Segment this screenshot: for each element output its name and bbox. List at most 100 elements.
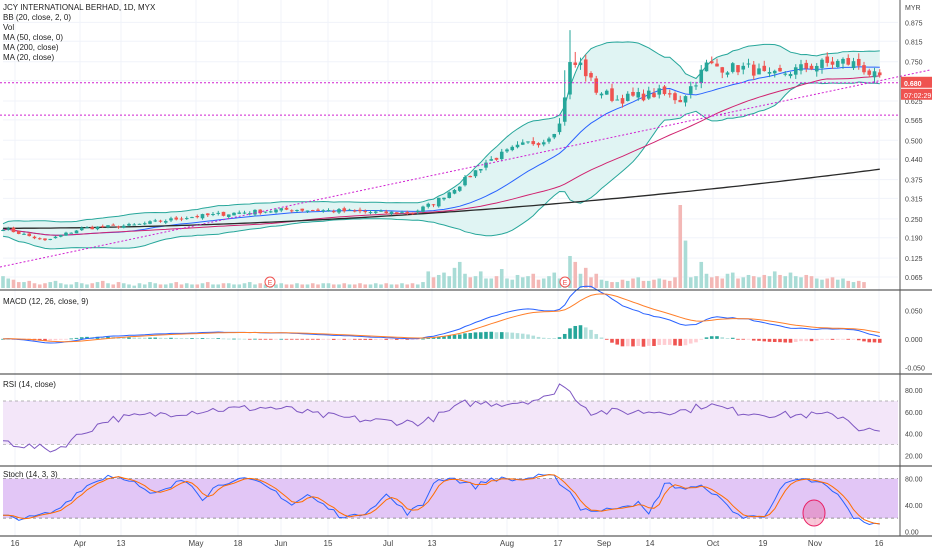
candle[interactable] <box>268 211 273 213</box>
candle[interactable] <box>247 213 252 215</box>
candle[interactable] <box>116 226 121 228</box>
candle[interactable] <box>767 72 772 74</box>
candle[interactable] <box>300 208 305 211</box>
candle[interactable] <box>106 225 110 228</box>
candle[interactable] <box>725 72 730 75</box>
candle[interactable] <box>631 91 635 96</box>
candle[interactable] <box>205 213 210 216</box>
candle[interactable] <box>846 58 851 65</box>
candle[interactable] <box>394 212 399 214</box>
candle[interactable] <box>494 157 499 160</box>
candle[interactable] <box>867 70 872 75</box>
candle[interactable] <box>368 212 373 214</box>
candle[interactable] <box>531 141 536 145</box>
candle[interactable] <box>158 220 163 222</box>
stoch-legend[interactable]: Stoch (14, 3, 3) <box>3 470 58 479</box>
rsi-pane[interactable] <box>2 383 898 453</box>
candle[interactable] <box>163 221 168 223</box>
candle[interactable] <box>751 64 756 76</box>
candle[interactable] <box>489 159 494 161</box>
candle[interactable] <box>694 85 698 87</box>
candle[interactable] <box>153 220 158 222</box>
candle[interactable] <box>862 65 866 73</box>
candle[interactable] <box>599 93 604 96</box>
legend-bb[interactable]: BB (20, close, 2, 0) <box>3 13 72 22</box>
candle[interactable] <box>32 236 37 239</box>
earnings-marker[interactable] <box>264 276 276 288</box>
candle[interactable] <box>421 206 425 212</box>
candle[interactable] <box>148 221 152 224</box>
candle[interactable] <box>657 88 662 95</box>
candle[interactable] <box>872 71 877 78</box>
candle[interactable] <box>683 96 688 103</box>
candle[interactable] <box>363 211 368 213</box>
candle[interactable] <box>69 232 74 234</box>
candle[interactable] <box>610 88 614 101</box>
candle[interactable] <box>662 86 667 95</box>
candle[interactable] <box>484 162 488 168</box>
candle[interactable] <box>284 207 289 210</box>
candle[interactable] <box>510 146 515 151</box>
candle[interactable] <box>132 224 137 226</box>
candle[interactable] <box>704 62 709 72</box>
candle[interactable] <box>452 189 457 194</box>
candle[interactable] <box>589 73 593 78</box>
rsi-line[interactable] <box>2 383 880 453</box>
candle[interactable] <box>127 223 131 226</box>
ma200-line[interactable] <box>3 168 880 229</box>
candle[interactable] <box>326 210 331 212</box>
candle[interactable] <box>678 99 683 103</box>
candle[interactable] <box>216 212 221 214</box>
candle[interactable] <box>316 209 320 211</box>
ma50-line[interactable] <box>2 75 880 236</box>
candle[interactable] <box>1 230 5 232</box>
candle[interactable] <box>557 123 562 133</box>
candle[interactable] <box>583 59 588 77</box>
candle[interactable] <box>384 211 389 214</box>
candle[interactable] <box>814 65 819 72</box>
candle[interactable] <box>400 212 404 214</box>
candle[interactable] <box>788 73 793 77</box>
candle[interactable] <box>6 228 11 230</box>
candle[interactable] <box>226 214 231 217</box>
candle[interactable] <box>499 151 504 160</box>
candle[interactable] <box>358 209 362 212</box>
legend-ma200[interactable]: MA (200, close) <box>3 43 59 52</box>
candle[interactable] <box>11 227 16 233</box>
candle[interactable] <box>526 141 530 143</box>
candle[interactable] <box>321 210 326 212</box>
candle[interactable] <box>190 217 194 219</box>
candle[interactable] <box>331 211 336 213</box>
candle[interactable] <box>58 235 63 237</box>
candle[interactable] <box>90 227 95 230</box>
candle[interactable] <box>405 212 410 214</box>
candle[interactable] <box>730 63 735 72</box>
candle[interactable] <box>505 149 509 152</box>
candle[interactable] <box>436 197 441 207</box>
candle[interactable] <box>342 208 347 212</box>
earnings-marker[interactable] <box>559 276 571 288</box>
candle[interactable] <box>263 211 268 213</box>
candle[interactable] <box>184 218 189 220</box>
candle[interactable] <box>85 227 89 229</box>
candle[interactable] <box>463 176 467 186</box>
candle[interactable] <box>415 210 420 213</box>
candle[interactable] <box>741 65 746 70</box>
candle[interactable] <box>111 224 116 226</box>
ma20-line[interactable] <box>2 66 880 236</box>
candle[interactable] <box>856 58 861 66</box>
candle[interactable] <box>253 209 257 215</box>
candle[interactable] <box>562 97 567 122</box>
macd-pane[interactable] <box>1 285 882 347</box>
candle[interactable] <box>636 92 641 98</box>
candle[interactable] <box>289 210 294 212</box>
candle[interactable] <box>830 61 835 65</box>
candle[interactable] <box>279 208 284 211</box>
candle[interactable] <box>310 210 315 212</box>
candle[interactable] <box>688 86 693 94</box>
candle[interactable] <box>169 218 173 221</box>
candle[interactable] <box>100 226 105 228</box>
candle[interactable] <box>258 209 263 214</box>
